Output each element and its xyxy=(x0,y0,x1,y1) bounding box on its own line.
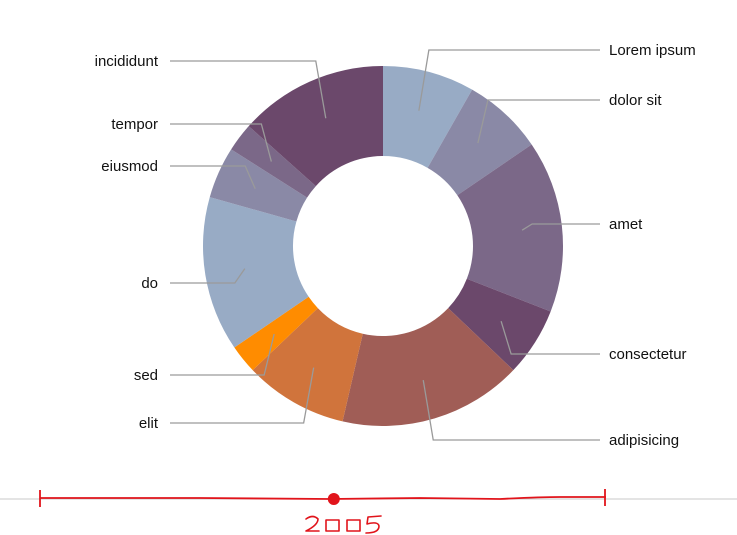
slice-label-elit: elit xyxy=(139,415,159,432)
leader-line-elit xyxy=(170,367,315,424)
slice-adipisicing[interactable] xyxy=(342,308,514,426)
leader-line-tempor xyxy=(170,123,272,162)
leader-line-sed xyxy=(170,333,275,376)
slice-label-do: do xyxy=(141,275,158,292)
leader-line-incididunt xyxy=(170,60,327,119)
slice-label-amet: amet xyxy=(609,216,643,233)
slice-lorem-ipsum[interactable] xyxy=(383,66,473,168)
slice-amet[interactable] xyxy=(457,144,564,312)
slices-group xyxy=(203,66,564,426)
slice-label-eiusmod: eiusmod xyxy=(101,158,158,175)
slice-label-sed: sed xyxy=(134,367,158,384)
slider-track[interactable] xyxy=(40,496,606,500)
leader-line-lorem-ipsum xyxy=(418,49,600,111)
slice-label-incididunt: incididunt xyxy=(95,53,159,70)
slice-sed[interactable] xyxy=(234,296,318,371)
slice-label-tempor: tempor xyxy=(111,116,158,133)
slice-labels-group: Lorem ipsum dolor sit amet consectetur adipi… xyxy=(95,42,696,449)
slice-label-consectetur: consectetur xyxy=(609,346,687,363)
slice-do[interactable] xyxy=(203,197,309,348)
slice-label-dolor-sit: dolor sit xyxy=(609,92,662,109)
slider-handle[interactable] xyxy=(327,493,340,505)
slice-eiusmod[interactable] xyxy=(209,149,308,222)
year-slider[interactable] xyxy=(39,489,606,534)
slice-dolor-sit[interactable] xyxy=(427,89,532,196)
leader-line-amet xyxy=(521,223,600,231)
leader-line-do xyxy=(170,268,246,284)
leader-line-eiusmod xyxy=(170,165,256,190)
slice-consectetur[interactable] xyxy=(448,278,551,371)
leader-line-consectetur xyxy=(500,320,600,355)
slider-year-label xyxy=(305,515,382,534)
leader-lines-group xyxy=(170,49,600,441)
slice-incididunt[interactable] xyxy=(248,66,383,187)
leader-line-adipisicing xyxy=(422,379,600,441)
slice-label-adipisicing: adipisicing xyxy=(609,432,679,449)
leader-line-dolor-sit xyxy=(477,99,600,144)
slice-label-lorem-ipsum: Lorem ipsum xyxy=(609,42,696,59)
slice-elit[interactable] xyxy=(252,308,363,422)
slice-tempor[interactable] xyxy=(231,126,316,198)
